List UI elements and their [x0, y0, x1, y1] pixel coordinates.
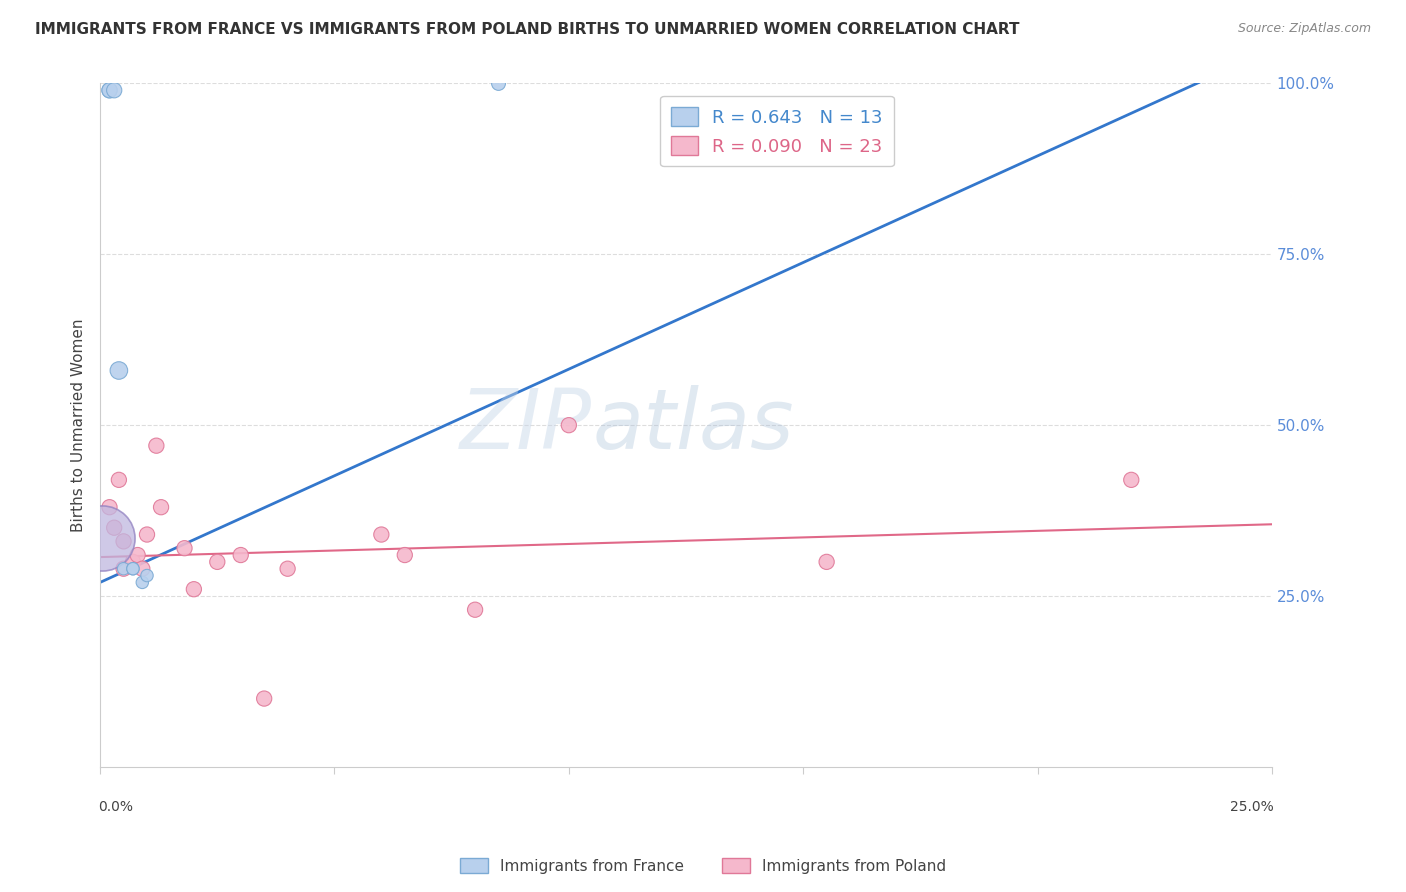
- Text: IMMIGRANTS FROM FRANCE VS IMMIGRANTS FROM POLAND BIRTHS TO UNMARRIED WOMEN CORRE: IMMIGRANTS FROM FRANCE VS IMMIGRANTS FRO…: [35, 22, 1019, 37]
- Legend: R = 0.643   N = 13, R = 0.090   N = 23: R = 0.643 N = 13, R = 0.090 N = 23: [659, 95, 894, 166]
- Point: [122, 562, 145, 576]
- Point: [131, 575, 153, 590]
- Point: [277, 562, 299, 576]
- Point: [131, 562, 153, 576]
- Point: [112, 562, 135, 576]
- Point: [103, 83, 125, 97]
- Point: [108, 363, 131, 377]
- Point: [464, 603, 486, 617]
- Point: [136, 568, 159, 582]
- Point: [98, 83, 121, 97]
- Point: [98, 83, 121, 97]
- Point: [112, 534, 135, 549]
- Point: [127, 548, 149, 562]
- Point: [150, 500, 173, 515]
- Point: [103, 521, 125, 535]
- Text: 25.0%: 25.0%: [1230, 800, 1274, 814]
- Text: Source: ZipAtlas.com: Source: ZipAtlas.com: [1237, 22, 1371, 36]
- Point: [183, 582, 205, 597]
- Point: [91, 531, 114, 545]
- Point: [145, 439, 167, 453]
- Point: [815, 555, 838, 569]
- Point: [122, 555, 145, 569]
- Legend: Immigrants from France, Immigrants from Poland: Immigrants from France, Immigrants from …: [454, 852, 952, 880]
- Point: [394, 548, 416, 562]
- Point: [488, 77, 510, 91]
- Point: [370, 527, 392, 541]
- Text: atlas: atlas: [592, 384, 794, 466]
- Point: [98, 500, 121, 515]
- Point: [112, 562, 135, 576]
- Text: 0.0%: 0.0%: [98, 800, 132, 814]
- Point: [173, 541, 195, 556]
- Point: [229, 548, 252, 562]
- Point: [108, 473, 131, 487]
- Point: [253, 691, 276, 706]
- Point: [1121, 473, 1143, 487]
- Point: [122, 562, 145, 576]
- Point: [207, 555, 229, 569]
- Text: ZIP: ZIP: [460, 384, 592, 466]
- Point: [558, 418, 581, 433]
- Y-axis label: Births to Unmarried Women: Births to Unmarried Women: [72, 318, 86, 532]
- Point: [136, 527, 159, 541]
